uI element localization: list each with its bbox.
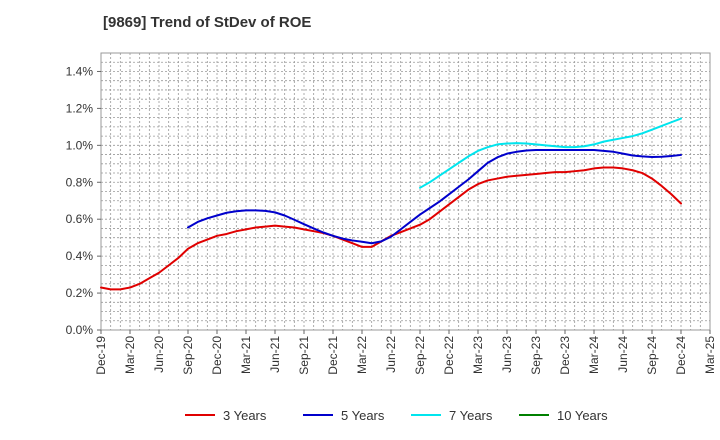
legend: 3 Years 5 Years 7 Years 10 Years <box>185 408 608 423</box>
x-tick-label: Dec-20 <box>210 336 224 375</box>
y-tick-label: 0.6% <box>66 212 94 226</box>
x-tick-label: Sep-22 <box>413 336 427 375</box>
y-tick-label: 1.2% <box>66 101 94 115</box>
x-tick-label: Sep-21 <box>297 336 311 375</box>
y-tick-label: 0.2% <box>66 286 94 300</box>
legend-label: 5 Years <box>341 408 385 423</box>
x-tick-label: Dec-24 <box>674 336 688 375</box>
x-tick-label: Sep-24 <box>645 336 659 375</box>
x-tick-label: Mar-21 <box>239 336 253 374</box>
legend-label: 10 Years <box>557 408 608 423</box>
x-tick-label: Dec-23 <box>558 336 572 375</box>
series-line-5-years <box>187 148 682 245</box>
y-tick-label: 0.0% <box>66 323 94 337</box>
y-tick-label: 1.4% <box>66 64 94 78</box>
x-tick-label: Jun-20 <box>152 336 166 373</box>
x-axis: Dec-19 Mar-20 Jun-20 Sep-20 Dec-20 Mar-21 Jun-… <box>94 330 717 375</box>
x-tick-label: Jun-22 <box>384 336 398 373</box>
x-tick-label: Mar-20 <box>123 336 137 374</box>
x-tick-label: Mar-22 <box>355 336 369 374</box>
x-tick-label: Jun-24 <box>616 336 630 373</box>
legend-label: 3 Years <box>223 408 267 423</box>
x-tick-label: Dec-21 <box>326 336 340 375</box>
x-tick-label: Dec-19 <box>94 336 108 375</box>
x-tick-label: Dec-22 <box>442 336 456 375</box>
legend-label: 7 Years <box>449 408 493 423</box>
y-tick-label: 0.8% <box>66 175 94 189</box>
x-tick-label: Jun-23 <box>500 336 514 373</box>
x-tick-label: Mar-23 <box>471 336 485 374</box>
y-tick-label: 0.4% <box>66 249 94 263</box>
x-tick-label: Mar-24 <box>587 336 601 374</box>
series-lines <box>100 117 682 291</box>
x-tick-label: Sep-20 <box>181 336 195 375</box>
x-tick-label: Mar-25 <box>703 336 717 374</box>
x-tick-label: Jun-21 <box>268 336 282 373</box>
series-line-7-years <box>419 117 682 189</box>
y-axis: 0.0% 0.2% 0.4% 0.6% 0.8% 1.0% 1.2% 1.4% <box>66 64 101 337</box>
chart-title: [9869] Trend of StDev of ROE <box>103 14 312 31</box>
y-tick-label: 1.0% <box>66 138 94 152</box>
x-tick-label: Sep-23 <box>529 336 543 375</box>
